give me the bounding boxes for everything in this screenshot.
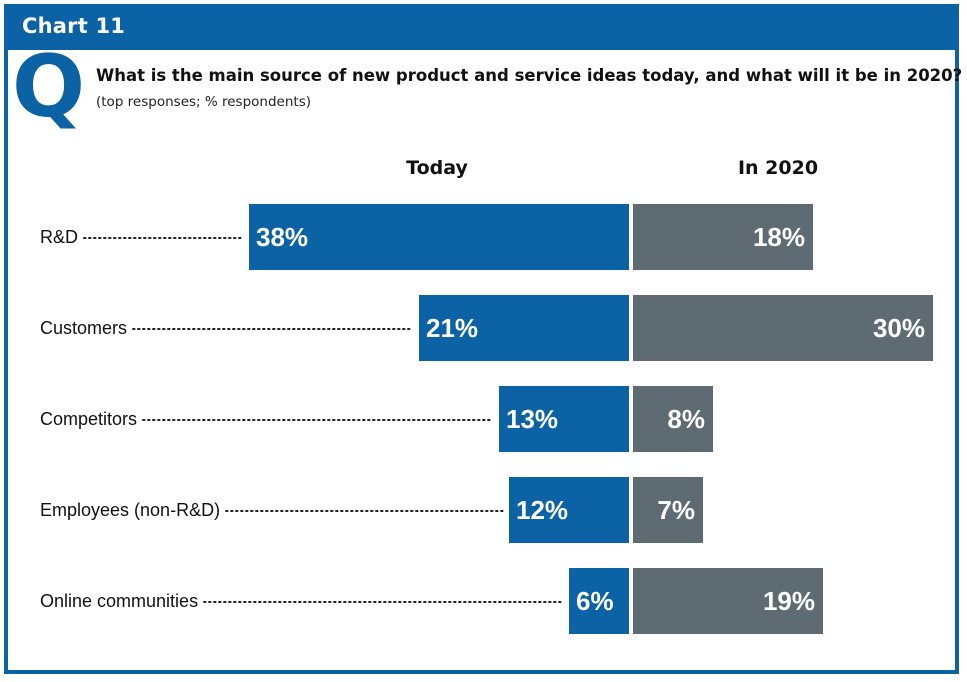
category-label: Competitors bbox=[40, 409, 137, 429]
bar-today bbox=[509, 477, 629, 543]
chart-header: Chart 11 bbox=[8, 8, 955, 50]
data-label-2020: 8% bbox=[667, 404, 705, 434]
bar-2020 bbox=[633, 477, 703, 543]
data-label-today: 21% bbox=[426, 313, 478, 343]
q-logo-icon: Q bbox=[12, 37, 86, 137]
data-label-2020: 7% bbox=[657, 495, 695, 525]
category-label: Online communities bbox=[40, 591, 198, 611]
category-label: Employees (non-R&D) bbox=[40, 500, 220, 520]
bar-today bbox=[569, 568, 629, 634]
data-label-today: 12% bbox=[516, 495, 568, 525]
data-label-today: 38% bbox=[256, 222, 308, 252]
bar-2020 bbox=[633, 295, 933, 361]
data-label-2020: 19% bbox=[763, 586, 815, 616]
category-label: Customers bbox=[40, 318, 127, 338]
bar-2020 bbox=[633, 386, 713, 452]
bar-today bbox=[419, 295, 629, 361]
data-label-today: 6% bbox=[576, 586, 614, 616]
category-label: R&D bbox=[40, 227, 78, 247]
chart-number: Chart 11 bbox=[22, 14, 126, 38]
data-label-2020: 30% bbox=[873, 313, 925, 343]
series-header-today: Today bbox=[406, 157, 468, 179]
bar-today bbox=[249, 204, 629, 270]
subtitle-text: (top responses; % respondents) bbox=[96, 94, 311, 110]
question-text: What is the main source of new product a… bbox=[96, 66, 963, 85]
data-label-2020: 18% bbox=[753, 222, 805, 252]
series-header-2020: In 2020 bbox=[738, 157, 818, 179]
bar-today bbox=[499, 386, 629, 452]
bar-2020 bbox=[633, 204, 813, 270]
bar-2020 bbox=[633, 568, 823, 634]
data-label-today: 13% bbox=[506, 404, 558, 434]
